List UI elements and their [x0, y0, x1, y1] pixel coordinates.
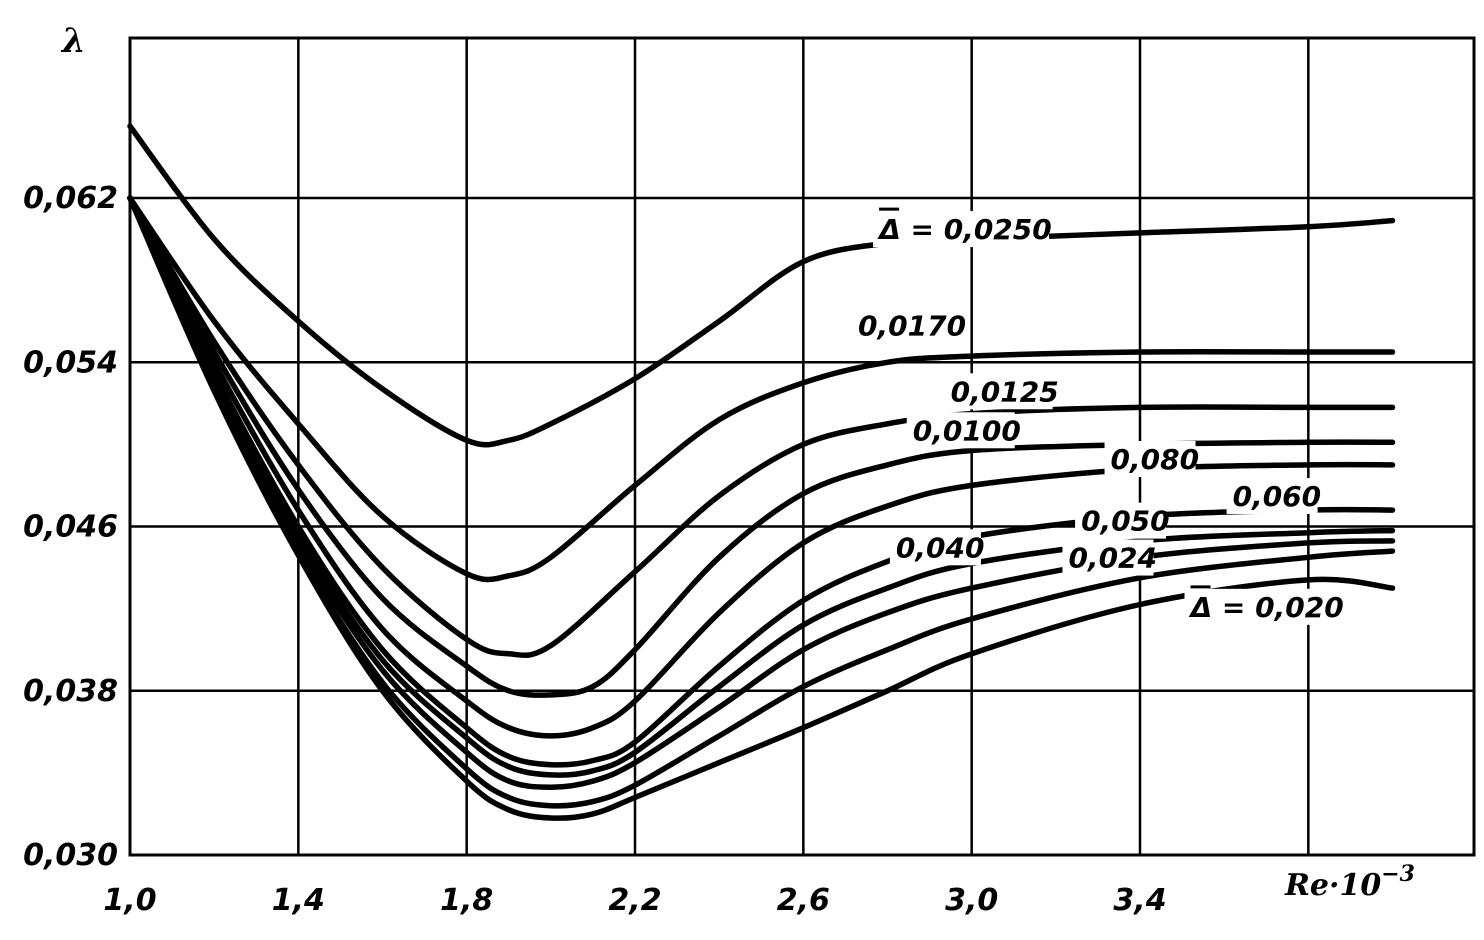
- x-tick-label-0: 1,0: [103, 883, 156, 918]
- series-labels: Δ = 0,0250 0,0170 0,0125 0,0100 0,080 0,060 0,…: [852, 207, 1344, 625]
- series-label-4: 0,080: [1111, 443, 1200, 476]
- x-tick-label-5: 3,0: [945, 883, 998, 918]
- series-label-bg-2: [944, 373, 1053, 410]
- series-label-bg-3: [906, 412, 1015, 449]
- series-label-bg-8: [1062, 539, 1154, 576]
- y-tick-label-2: 0,046: [23, 510, 118, 545]
- y-tick-label-0: 0,030: [23, 838, 118, 873]
- series-label-7: 0,040: [896, 531, 985, 564]
- series-line-0: [127, 123, 1396, 448]
- series-line-9: [127, 195, 1396, 821]
- series-label-9: Δ = 0,020: [1189, 591, 1344, 624]
- series-label-6: 0,050: [1081, 505, 1170, 538]
- curves: [127, 123, 1396, 821]
- series-line-6: [127, 195, 1396, 778]
- y-axis-label: λ: [60, 21, 86, 61]
- x-axis-label: Re·10−3: [1284, 861, 1415, 903]
- x-tick-label-2: 1,8: [440, 883, 493, 918]
- x-axis-label-exponent: −3: [1381, 861, 1415, 887]
- series-line-3: [127, 195, 1396, 698]
- series-label-1: 0,0170: [858, 310, 966, 343]
- series-line-4: [127, 195, 1396, 739]
- x-axis-label-base: Re·10: [1284, 868, 1381, 903]
- tick-labels: 1,0 1,4 1,8 2,2 2,6 3,0 3,4 0,030 0,038 0,046 0,05…: [23, 181, 1166, 918]
- series-label-5: 0,060: [1233, 480, 1322, 513]
- series-line-1: [127, 195, 1396, 583]
- x-tick-label-6: 3,4: [1113, 883, 1166, 918]
- series-label-bg-1: [852, 307, 961, 344]
- series-label-0: Δ = 0,0250: [877, 213, 1052, 246]
- series-label-3: 0,0100: [913, 414, 1021, 447]
- y-tick-label-1: 0,038: [23, 674, 118, 709]
- series-line-2: [127, 195, 1396, 659]
- series-label-bg-7: [889, 529, 981, 566]
- grid: [128, 36, 1476, 857]
- x-tick-label-4: 2,6: [777, 883, 830, 918]
- series-label-bg-0: [873, 211, 1050, 248]
- series-label-bg-9: [1184, 588, 1344, 625]
- y-tick-label-3: 0,054: [23, 345, 118, 380]
- series-label-bg-4: [1104, 441, 1196, 478]
- x-tick-label-1: 1,4: [272, 883, 325, 918]
- series-label-2: 0,0125: [951, 375, 1059, 408]
- series-label-bg-5: [1226, 477, 1318, 514]
- x-tick-label-3: 2,2: [608, 883, 661, 918]
- series-label-8: 0,024: [1068, 542, 1157, 575]
- y-tick-label-4: 0,062: [23, 181, 118, 216]
- series-label-bg-6: [1075, 502, 1167, 539]
